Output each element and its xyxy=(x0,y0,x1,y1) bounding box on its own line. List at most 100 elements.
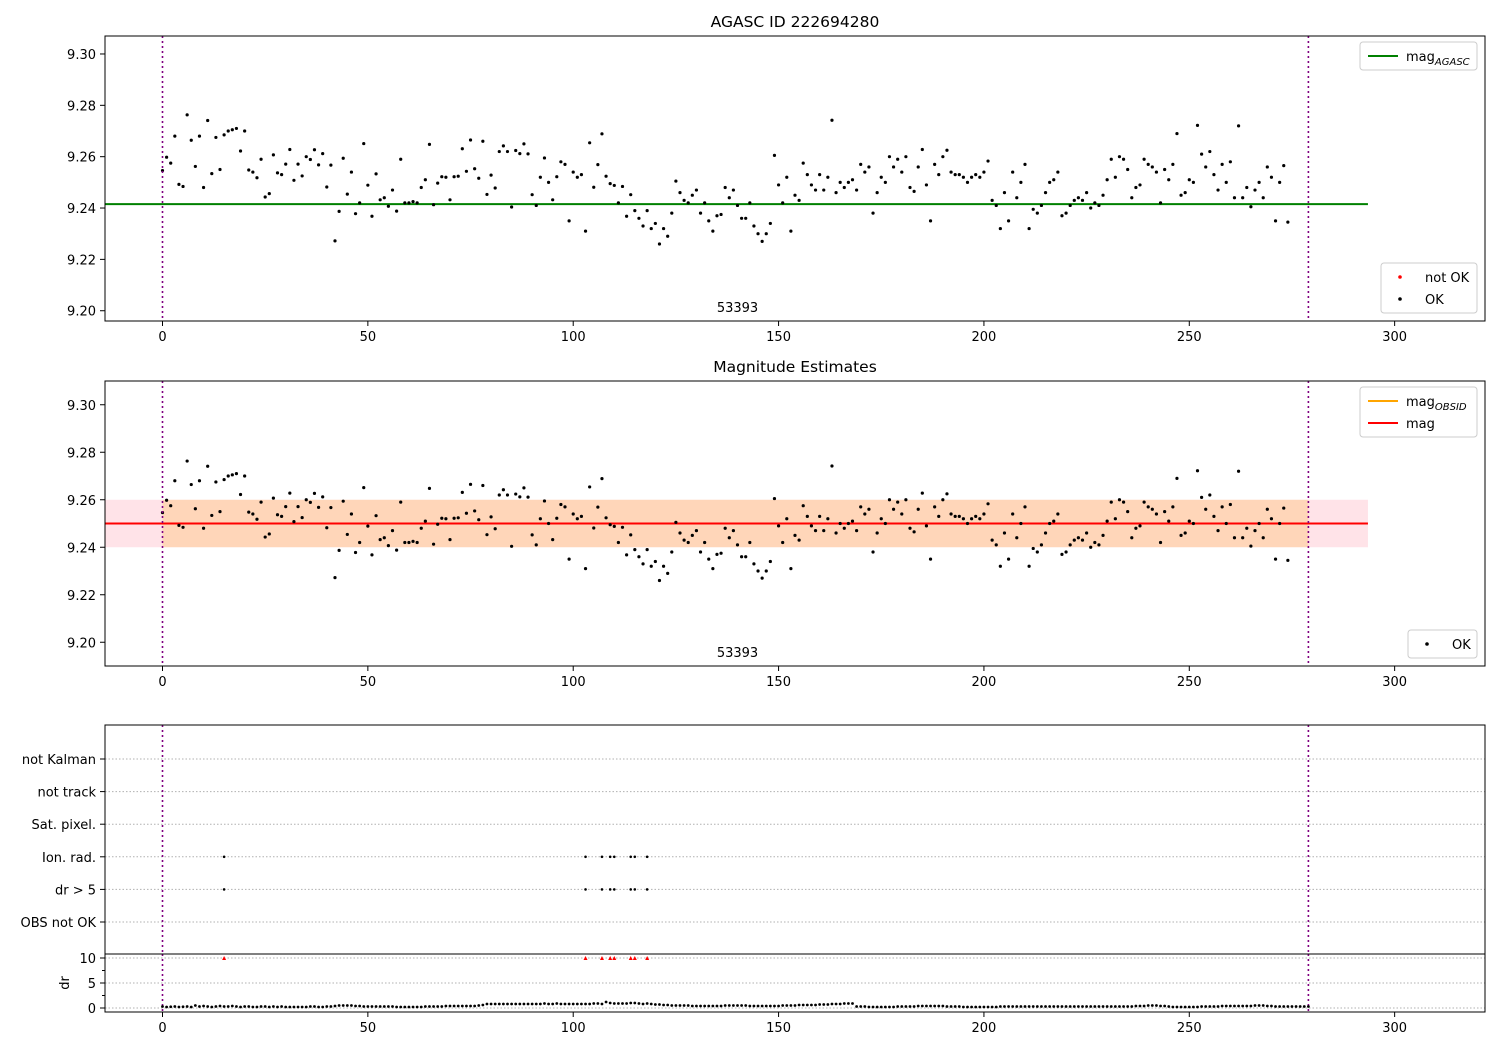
dr-point xyxy=(748,1004,752,1008)
data-point-ok xyxy=(986,502,990,506)
data-point-ok xyxy=(793,533,797,537)
data-point-ok xyxy=(822,529,826,533)
data-point-ok xyxy=(1039,203,1044,208)
x-tick-label: 0 xyxy=(158,330,166,345)
data-point-ok xyxy=(785,175,789,179)
data-point-ok xyxy=(637,555,641,559)
dr-point xyxy=(1027,1005,1031,1008)
data-point-ok xyxy=(1015,196,1019,200)
dr-point xyxy=(649,1002,653,1006)
data-point-ok xyxy=(267,532,271,536)
data-point-ok xyxy=(1290,0,1293,2)
data-point-ok xyxy=(280,514,284,518)
dr-point xyxy=(247,1005,251,1008)
dr-point xyxy=(863,1005,867,1008)
data-point-ok xyxy=(201,526,206,530)
dr-point xyxy=(949,1005,953,1008)
dr-point xyxy=(300,1005,304,1009)
data-point-ok xyxy=(1236,469,1241,473)
dr-point xyxy=(1072,1005,1076,1008)
data-point-ok xyxy=(941,155,945,159)
data-point-ok xyxy=(933,505,937,509)
data-point-ok xyxy=(974,173,978,177)
data-point-ok xyxy=(826,517,830,521)
data-point-ok xyxy=(719,212,723,217)
data-point-ok xyxy=(809,524,814,528)
dr-point xyxy=(961,1005,965,1009)
data-point-ok xyxy=(341,499,345,503)
data-point-ok xyxy=(366,183,370,187)
dr-point xyxy=(1265,1004,1269,1008)
data-point-ok xyxy=(1101,533,1105,537)
dr-point xyxy=(267,1005,271,1009)
dr-point xyxy=(473,1004,477,1008)
dr-point xyxy=(941,1004,945,1008)
data-point-ok xyxy=(1220,505,1224,509)
data-point-ok xyxy=(243,129,247,133)
dr-point xyxy=(1113,1005,1117,1008)
data-point-ok xyxy=(1126,510,1130,514)
dr-point xyxy=(929,1004,932,1008)
data-point-ok xyxy=(863,170,867,174)
data-point-ok xyxy=(1191,180,1195,184)
data-point-ok xyxy=(1299,0,1302,2)
dr-point xyxy=(781,1004,785,1007)
dr-point xyxy=(719,1004,723,1008)
dr-point xyxy=(797,1003,801,1007)
dr-point xyxy=(1233,1004,1236,1008)
data-point-ok xyxy=(288,147,292,152)
data-point-ok xyxy=(1138,183,1142,187)
data-point-ok xyxy=(259,157,263,161)
data-point-ok xyxy=(345,532,349,537)
data-point-ok xyxy=(510,205,514,209)
data-point-ok xyxy=(1134,185,1138,190)
data-point-ok xyxy=(629,533,633,537)
data-point-ok xyxy=(744,555,748,559)
dr-point xyxy=(169,1005,173,1009)
data-point-ok xyxy=(353,550,358,555)
dr-point xyxy=(559,1002,563,1006)
data-point-ok xyxy=(723,185,727,190)
data-point-ok xyxy=(226,129,230,133)
data-point-ok xyxy=(571,512,575,516)
data-point-ok xyxy=(859,162,863,166)
dr-point xyxy=(1081,1005,1084,1008)
data-point-ok xyxy=(760,576,764,580)
x-tick-label: 0 xyxy=(158,675,166,690)
data-point-ok xyxy=(325,185,329,189)
data-point-ok xyxy=(1261,196,1265,200)
data-point-ok xyxy=(386,543,390,548)
dr-point xyxy=(764,1004,768,1008)
flag-marker xyxy=(612,888,616,891)
legend-label: not OK xyxy=(1425,271,1470,286)
data-point-ok xyxy=(436,522,440,526)
data-point-ok xyxy=(990,538,994,542)
dr-point xyxy=(608,1001,612,1005)
x-tick-label: 300 xyxy=(1382,1021,1407,1036)
dr-point xyxy=(633,1001,637,1005)
dr-point xyxy=(530,1002,534,1006)
data-point-ok xyxy=(608,523,612,527)
legend-markers: OK xyxy=(1407,629,1478,659)
axes-frame xyxy=(104,35,1486,322)
dr-point xyxy=(1118,1005,1121,1008)
data-point-ok xyxy=(633,208,637,213)
dr-point xyxy=(662,1003,665,1007)
data-point-ok xyxy=(649,564,653,568)
x-tick-label: 150 xyxy=(766,675,791,690)
data-point-ok xyxy=(855,188,859,192)
dr-point xyxy=(571,1002,575,1006)
data-point-ok xyxy=(1006,219,1011,223)
legend-frame xyxy=(1359,41,1478,71)
data-point-ok xyxy=(284,505,288,509)
data-point-ok xyxy=(378,198,382,202)
dr-point xyxy=(555,1002,559,1005)
data-point-ok xyxy=(805,514,809,518)
legend-label-sub: OBSID xyxy=(1435,402,1467,413)
data-point-ok xyxy=(423,178,427,182)
dr-point xyxy=(493,1002,497,1006)
data-point-ok xyxy=(879,175,883,179)
data-point-ok xyxy=(764,569,768,573)
data-point-ok xyxy=(468,138,473,142)
dr-point xyxy=(1048,1005,1052,1008)
